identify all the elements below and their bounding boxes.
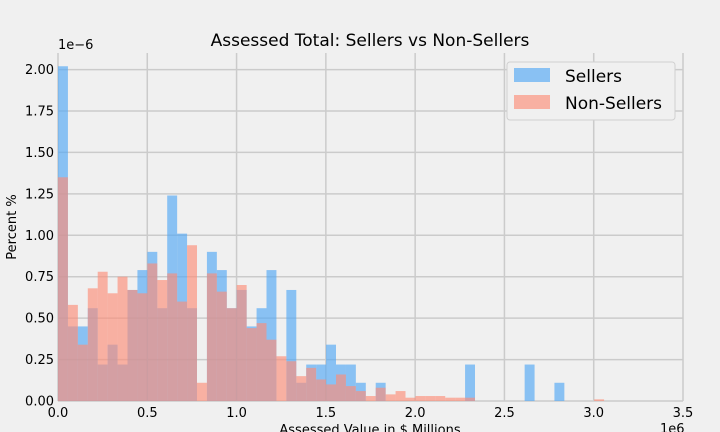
- bar-non-sellers: [594, 399, 605, 401]
- bar-non-sellers: [405, 397, 416, 401]
- x-axis-label: Assessed Value in $ Millions: [279, 423, 460, 432]
- y-tick-label: 0.00: [25, 395, 54, 410]
- y-tick-label: 1.75: [25, 105, 54, 120]
- x-tick-label: 1.5: [316, 406, 337, 421]
- bar-non-sellers: [286, 361, 297, 401]
- bar-non-sellers: [355, 391, 366, 401]
- bar-non-sellers: [226, 308, 237, 401]
- y-tick-label: 0.50: [25, 312, 54, 327]
- x-tick-label: 3.5: [673, 406, 694, 421]
- bar-sellers: [554, 382, 565, 401]
- bar-non-sellers: [465, 397, 475, 401]
- bar-non-sellers: [276, 356, 287, 401]
- bar-non-sellers: [246, 328, 257, 401]
- bar-non-sellers: [127, 289, 138, 401]
- bar-non-sellers: [256, 323, 267, 401]
- bar-non-sellers: [236, 285, 247, 401]
- legend-swatch-non-sellers: [514, 95, 550, 109]
- bar-non-sellers: [177, 301, 188, 401]
- bar-non-sellers: [375, 387, 386, 401]
- x-tick-label: 2.5: [494, 406, 515, 421]
- bar-non-sellers: [197, 382, 207, 401]
- bar-non-sellers: [187, 245, 197, 401]
- bar-non-sellers: [415, 396, 426, 401]
- y-tick-label: 0.25: [25, 353, 54, 368]
- bar-sellers: [266, 270, 277, 401]
- bar-non-sellers: [87, 288, 98, 401]
- bar-non-sellers: [137, 293, 148, 401]
- bar-non-sellers: [206, 273, 217, 401]
- y-tick-label: 1.25: [25, 187, 54, 202]
- bar-non-sellers: [117, 276, 128, 401]
- bar-non-sellers: [147, 263, 158, 401]
- bar-non-sellers: [107, 293, 118, 401]
- bar-sellers: [465, 364, 475, 401]
- bar-non-sellers: [425, 396, 436, 401]
- bar-non-sellers: [445, 397, 456, 401]
- legend-label-sellers: Sellers: [565, 67, 622, 87]
- x-tick-label: 2.0: [405, 406, 426, 421]
- bar-sellers: [524, 364, 535, 401]
- bar-non-sellers: [167, 273, 178, 401]
- bar-non-sellers: [97, 271, 108, 401]
- bar-non-sellers: [455, 397, 466, 401]
- bar-non-sellers: [345, 386, 356, 401]
- bar-sellers: [326, 344, 336, 401]
- bar-non-sellers: [316, 379, 327, 401]
- legend: Sellers Non-Sellers: [506, 61, 676, 121]
- bar-non-sellers: [306, 367, 317, 401]
- bar-non-sellers: [77, 344, 88, 401]
- bar-non-sellers: [67, 304, 78, 401]
- y-axis-label: Percent %: [5, 194, 20, 259]
- y-tick-label: 0.75: [25, 270, 54, 285]
- bar-non-sellers: [365, 396, 376, 401]
- bar-non-sellers: [385, 394, 396, 401]
- bar-non-sellers: [435, 396, 446, 401]
- bar-non-sellers: [395, 391, 406, 401]
- bar-sellers: [286, 289, 297, 401]
- bar-non-sellers: [326, 384, 336, 401]
- bar-non-sellers: [296, 376, 307, 401]
- series-non-sellers: [58, 177, 605, 401]
- bar-non-sellers: [58, 177, 68, 401]
- y-tick-label: 2.00: [25, 63, 54, 78]
- x-offset-label: 1e6: [660, 422, 685, 432]
- bar-sellers: [345, 364, 356, 401]
- x-tick-label: 3.0: [583, 406, 604, 421]
- bar-non-sellers: [266, 339, 277, 401]
- x-tick-label: 0.0: [48, 406, 69, 421]
- legend-label-non-sellers: Non-Sellers: [565, 94, 662, 114]
- y-offset-label: 1e−6: [58, 38, 93, 53]
- y-tick-label: 1.00: [25, 229, 54, 244]
- bar-non-sellers: [216, 291, 227, 401]
- y-tick-label: 1.50: [25, 146, 54, 161]
- chart-title: Assessed Total: Sellers vs Non-Sellers: [211, 31, 530, 51]
- legend-swatch-sellers: [514, 68, 550, 82]
- x-tick-label: 1.0: [226, 406, 247, 421]
- bars: [58, 66, 605, 401]
- x-tick-label: 0.5: [137, 406, 158, 421]
- bar-non-sellers: [336, 374, 346, 401]
- tick-labels: 0.0 0.5 1.0 1.5 2.0 2.5 3.0 3.5 0.00 0.25 0.50 0.75…: [25, 63, 693, 421]
- bar-non-sellers: [157, 280, 168, 401]
